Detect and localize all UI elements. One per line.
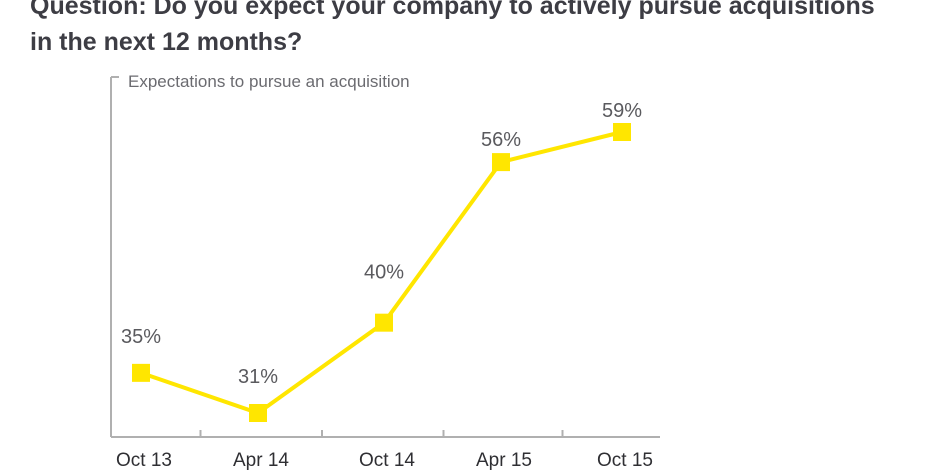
x-tick-label: Apr 14 <box>233 450 289 470</box>
data-point-marker <box>492 153 510 172</box>
x-tick-label: Oct 15 <box>597 450 653 470</box>
chart-axes <box>110 76 660 438</box>
data-labels: 35% 31% 40% 56% 59% <box>121 100 642 388</box>
data-points <box>132 123 631 422</box>
data-point-marker <box>613 123 631 141</box>
data-label: 59% <box>602 100 642 122</box>
x-tick-label: Oct 14 <box>359 450 415 470</box>
x-tick-labels: Oct 13 Apr 14 Oct 14 Apr 15 Oct 15 <box>116 450 653 470</box>
data-point-marker <box>132 363 150 382</box>
chart-question-title: Question: Do you expect your company to … <box>30 0 875 56</box>
data-point-marker <box>375 313 393 332</box>
data-label: 35% <box>121 326 161 348</box>
data-label: 40% <box>364 262 404 284</box>
data-point-marker <box>249 404 267 422</box>
data-label: 31% <box>238 366 278 388</box>
x-tick-label: Apr 15 <box>476 450 532 470</box>
series-title: Expectations to pursue an acquisition <box>128 72 410 91</box>
x-tick-label: Oct 13 <box>116 450 172 470</box>
data-label: 56% <box>481 129 521 151</box>
